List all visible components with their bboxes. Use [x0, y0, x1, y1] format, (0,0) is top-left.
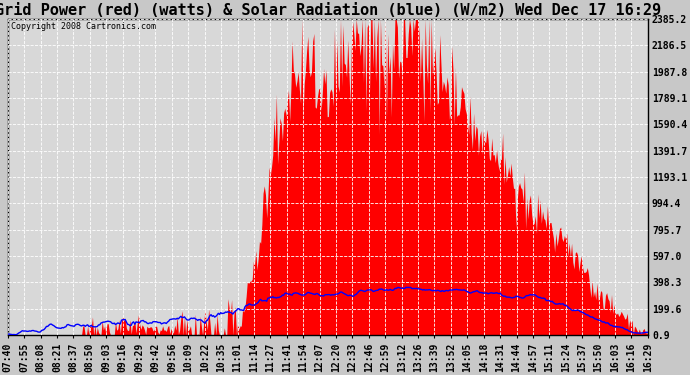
- Title: Grid Power (red) (watts) & Solar Radiation (blue) (W/m2) Wed Dec 17 16:29: Grid Power (red) (watts) & Solar Radiati…: [0, 3, 661, 18]
- Text: Copyright 2008 Cartronics.com: Copyright 2008 Cartronics.com: [11, 22, 156, 31]
